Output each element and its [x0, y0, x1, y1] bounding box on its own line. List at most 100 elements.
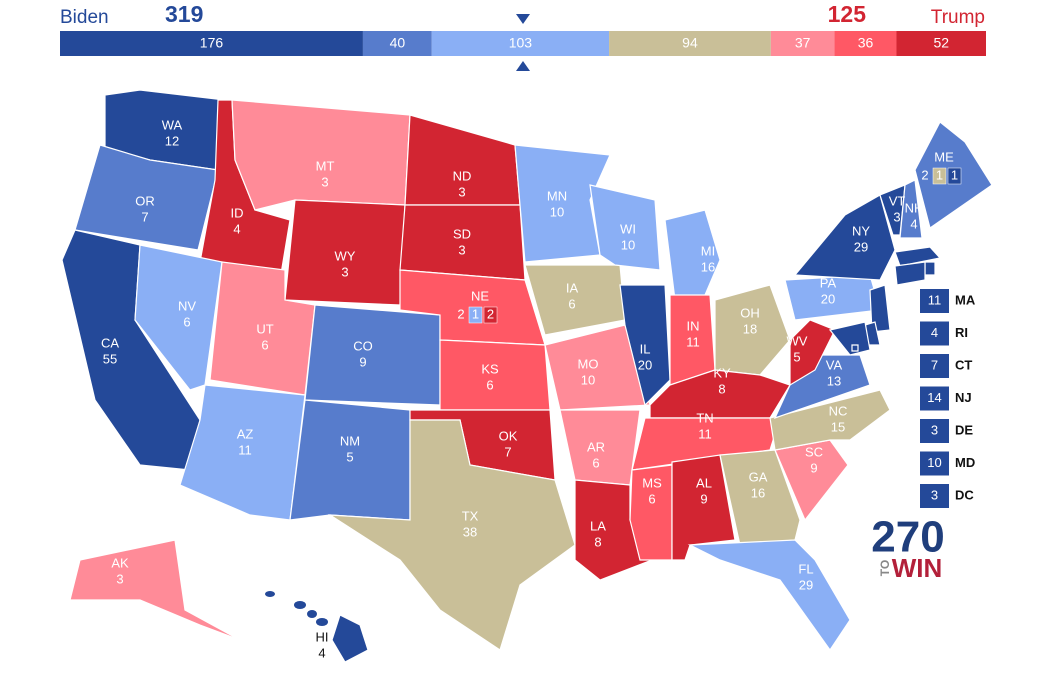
state-ev: 29: [799, 577, 813, 592]
state-abbr: WV: [787, 333, 808, 348]
right-total: 125: [828, 1, 867, 27]
state-shape: [331, 614, 369, 663]
state-ev: 10: [550, 204, 564, 219]
state-shape: [769, 389, 891, 451]
district-ev: 1: [936, 167, 943, 182]
state-ev: 3: [116, 571, 123, 586]
district-ev: 1: [951, 167, 958, 182]
small-state-abbr: DE: [955, 422, 973, 437]
state-ev: 18: [743, 321, 757, 336]
state-ev: 3: [321, 174, 328, 189]
small-state-ev: 3: [931, 487, 938, 502]
state-abbr: VA: [826, 357, 843, 372]
state-abbr: MS: [642, 475, 662, 490]
small-state-ev: 10: [927, 455, 941, 470]
state-abbr: UT: [256, 321, 273, 336]
state-shape: [714, 284, 791, 376]
state-abbr: NY: [852, 223, 870, 238]
state-abbr: CO: [353, 338, 373, 353]
state-shape: [589, 184, 661, 271]
segment-label: 37: [795, 35, 811, 51]
state-ev: 5: [346, 449, 353, 464]
state-abbr: KY: [713, 365, 731, 380]
state-abbr: MO: [578, 356, 599, 371]
state-ev: 16: [701, 259, 715, 274]
state-abbr: MT: [316, 158, 335, 173]
state-abbr: NM: [340, 433, 360, 448]
state-abbr: SD: [453, 226, 471, 241]
state-shape: [619, 284, 671, 407]
state-shape: [69, 539, 241, 641]
segment-label: 94: [682, 35, 698, 51]
segment-label: 52: [933, 35, 949, 51]
state-shape: [793, 194, 896, 281]
state-ev: 38: [463, 524, 477, 539]
bar-segment: [770, 31, 835, 56]
small-state-abbr: DC: [955, 487, 974, 502]
state-ev: 2: [457, 306, 464, 321]
small-state-abbr: CT: [955, 357, 972, 372]
state-shape: [307, 610, 317, 618]
state-abbr: WA: [162, 117, 183, 132]
state-ev: 10: [581, 372, 595, 387]
state-shape: [851, 344, 859, 352]
state-ev: 20: [821, 291, 835, 306]
state-ev: 11: [686, 334, 700, 349]
district-box: [468, 306, 483, 324]
segment-label: 103: [509, 35, 533, 51]
state-abbr: GA: [749, 469, 768, 484]
small-state-box: [920, 321, 949, 346]
state-shape: [789, 319, 836, 387]
state-ev: 2: [921, 167, 928, 182]
district-ev: 1: [472, 306, 479, 321]
state-shape: [327, 419, 576, 651]
state-abbr: VT: [889, 193, 906, 208]
bar-segment: [896, 31, 986, 56]
state-shape: [894, 246, 942, 267]
logo-to: TO: [878, 560, 892, 576]
state-ev: 15: [831, 419, 845, 434]
state-ev: 20: [638, 357, 652, 372]
state-abbr: OH: [740, 305, 760, 320]
state-ev: 6: [261, 337, 268, 352]
left-total: 319: [165, 1, 203, 27]
rating-bar: 176 40 103 94 37 36 52: [60, 31, 986, 56]
bar-segment: [362, 31, 432, 56]
state-ev: 12: [165, 133, 179, 148]
state-abbr: AZ: [237, 426, 254, 441]
threshold-marker: [516, 61, 530, 71]
state-ev: 5: [793, 349, 800, 364]
bar-segment: [431, 31, 610, 56]
state-ev: 7: [141, 209, 148, 224]
state-abbr: ME: [934, 149, 954, 164]
state-ev: 13: [827, 373, 841, 388]
state-shape: [894, 261, 926, 286]
small-state-abbr: RI: [955, 325, 968, 340]
state-abbr: CA: [101, 335, 119, 350]
state-ev: 6: [568, 296, 575, 311]
logo-win: WIN: [892, 553, 943, 583]
state-ev: 8: [718, 381, 725, 396]
state-shape: [134, 244, 223, 391]
segment-label: 36: [858, 35, 874, 51]
state-abbr: NH: [905, 200, 924, 215]
segment-label: 176: [200, 35, 224, 51]
state-ev: 6: [648, 491, 655, 506]
state-ev: 3: [341, 264, 348, 279]
small-state-box: [920, 289, 949, 313]
state-ev: 9: [810, 460, 817, 475]
state-ev: 9: [359, 354, 366, 369]
state-abbr: LA: [590, 518, 606, 533]
logo-number: 270: [871, 513, 944, 562]
bar-segment: [60, 31, 363, 56]
state-shape: [265, 591, 275, 597]
bar-segment: [834, 31, 897, 56]
state-ev: 11: [698, 426, 712, 441]
state-abbr: ND: [453, 168, 472, 183]
right-label: Trump: [931, 7, 985, 28]
district-box: [947, 167, 962, 185]
district-ev: 2: [487, 306, 494, 321]
state-abbr: TN: [696, 410, 713, 425]
state-shape: [231, 99, 411, 211]
state-ev: 29: [854, 239, 868, 254]
